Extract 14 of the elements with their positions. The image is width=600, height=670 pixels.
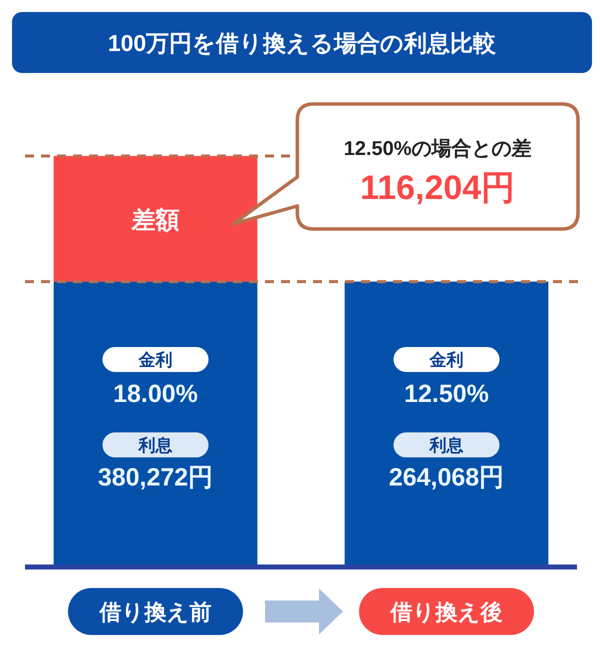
annotation: 金利 <box>138 350 172 370</box>
annotation: 116,204円 <box>360 169 516 207</box>
annotation: 12.50%の場合との差 <box>344 138 532 160</box>
annotation: 利息 <box>428 436 464 455</box>
series-label: 差額 <box>130 206 180 234</box>
chart-title: 100万円を借り換える場合の利息比較 <box>108 30 498 56</box>
x-tick-label: 借り換え後 <box>390 600 502 624</box>
data-label: 264,068円 <box>388 464 504 492</box>
annotation: 利息 <box>138 436 172 455</box>
annotation: 金利 <box>428 350 464 370</box>
total-label: 380,272円 <box>98 464 214 492</box>
annotation: 18.00% <box>113 380 198 408</box>
annotation: 12.50% <box>404 380 489 408</box>
x-tick-label: 借り換え前 <box>98 600 212 624</box>
